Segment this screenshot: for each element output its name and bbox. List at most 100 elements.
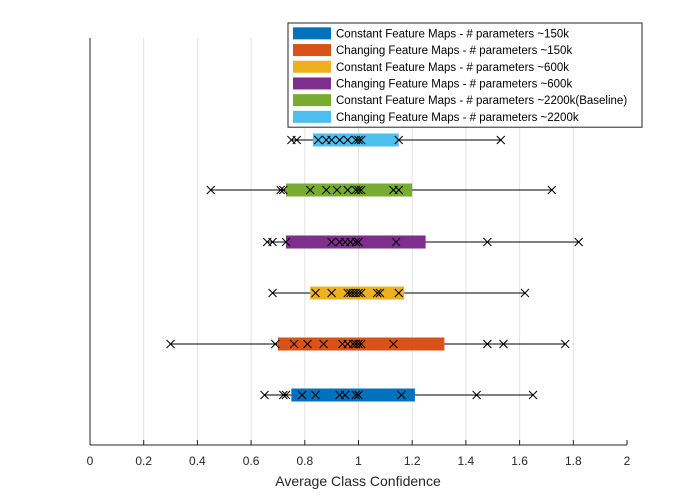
data-point-marker [354, 339, 363, 349]
marker-stroke [343, 135, 353, 145]
marker-stroke [268, 237, 277, 247]
x-tick-label: 1.2 [404, 454, 421, 468]
data-point-marker [354, 237, 363, 247]
data-point-marker [391, 237, 401, 247]
data-point-marker [340, 390, 350, 400]
series-layer [166, 133, 584, 402]
data-point-marker [375, 288, 385, 298]
data-point-marker [472, 390, 481, 400]
marker-stroke [483, 339, 492, 349]
marker-stroke [335, 135, 345, 145]
data-point-marker [321, 185, 331, 195]
data-point-marker [303, 339, 312, 349]
data-point-marker [319, 339, 328, 349]
data-point-marker [343, 185, 353, 195]
data-point-marker [394, 185, 404, 195]
series-group [268, 286, 530, 300]
data-point-marker [560, 339, 570, 349]
legend-entry: Constant Feature Maps - # parameters ~60… [293, 60, 569, 74]
legend-label: Changing Feature Maps - # parameters ~15… [336, 45, 572, 57]
marker-stroke [166, 339, 175, 349]
marker-stroke [394, 135, 404, 145]
marker-stroke [311, 390, 320, 400]
marker-stroke [354, 135, 363, 145]
data-point-marker [351, 390, 361, 400]
data-point-marker [496, 135, 506, 145]
marker-stroke [327, 237, 337, 247]
data-point-marker [292, 135, 302, 145]
legend-label: Constant Feature Maps - # parameters ~22… [336, 95, 627, 107]
marker-stroke [472, 390, 481, 400]
data-point-marker [356, 339, 366, 349]
marker-stroke [206, 185, 216, 195]
marker-stroke [397, 390, 406, 400]
marker-stroke [354, 288, 363, 298]
data-point-marker [297, 390, 307, 400]
data-point-marker [276, 185, 285, 195]
marker-stroke [276, 185, 285, 195]
data-point-marker [268, 237, 277, 247]
box [291, 388, 415, 402]
marker-stroke [311, 288, 320, 298]
legend-label: Constant Feature Maps - # parameters ~15… [336, 28, 569, 40]
marker-stroke [281, 237, 291, 247]
data-point-marker [260, 390, 269, 400]
data-point-marker [278, 185, 288, 195]
data-point-marker [327, 237, 337, 247]
marker-stroke [372, 288, 382, 298]
x-tick-label: 0.6 [243, 454, 260, 468]
data-point-marker [483, 339, 492, 349]
x-tick-label: 1.4 [458, 454, 475, 468]
data-point-marker [166, 339, 175, 349]
marker-stroke [332, 185, 342, 195]
data-point-marker [354, 390, 363, 400]
marker-stroke [321, 185, 331, 195]
data-point-marker [268, 288, 277, 298]
marker-stroke [260, 390, 269, 400]
data-point-marker [356, 135, 366, 145]
legend-entry: Constant Feature Maps - # parameters ~22… [293, 94, 627, 107]
marker-stroke [354, 237, 363, 247]
x-tick-label: 0.4 [189, 454, 206, 468]
legend-entry: Changing Feature Maps - # parameters ~22… [293, 110, 579, 124]
legend-swatch [293, 60, 331, 73]
legend: Constant Feature Maps - # parameters ~15… [287, 22, 643, 128]
legend-swatch [293, 27, 331, 40]
marker-stroke [278, 185, 288, 195]
legend-box [287, 22, 643, 128]
x-tick-label: 0 [87, 454, 94, 468]
data-point-marker [270, 339, 280, 349]
data-point-marker [313, 135, 323, 145]
marker-stroke [496, 135, 506, 145]
legend-swatch [293, 44, 331, 57]
marker-stroke [343, 185, 353, 195]
marker-stroke [351, 390, 361, 400]
box [310, 286, 405, 300]
legend-entry: Constant Feature Maps - # parameters ~15… [293, 27, 569, 40]
marker-stroke [391, 237, 401, 247]
data-point-marker [372, 288, 382, 298]
data-point-marker [206, 185, 216, 195]
marker-stroke [375, 288, 385, 298]
marker-stroke [499, 339, 508, 349]
data-point-marker [343, 135, 353, 145]
data-point-marker [289, 339, 299, 349]
data-point-marker [520, 288, 530, 298]
x-axis-label: Average Class Confidence [275, 473, 441, 489]
x-tick-label: 1.8 [565, 454, 582, 468]
data-point-marker [356, 288, 366, 298]
marker-stroke [394, 185, 404, 195]
data-point-marker [499, 339, 508, 349]
x-tick-label: 1 [355, 454, 362, 468]
data-point-marker [528, 390, 538, 400]
x-tick-label: 0.2 [135, 454, 152, 468]
series-group [166, 337, 570, 351]
data-point-marker [327, 288, 337, 298]
data-point-marker [574, 237, 584, 247]
data-point-marker [483, 237, 492, 247]
data-point-marker [397, 390, 406, 400]
marker-stroke [292, 135, 302, 145]
x-tick-label: 1.6 [511, 454, 528, 468]
marker-stroke [483, 237, 492, 247]
